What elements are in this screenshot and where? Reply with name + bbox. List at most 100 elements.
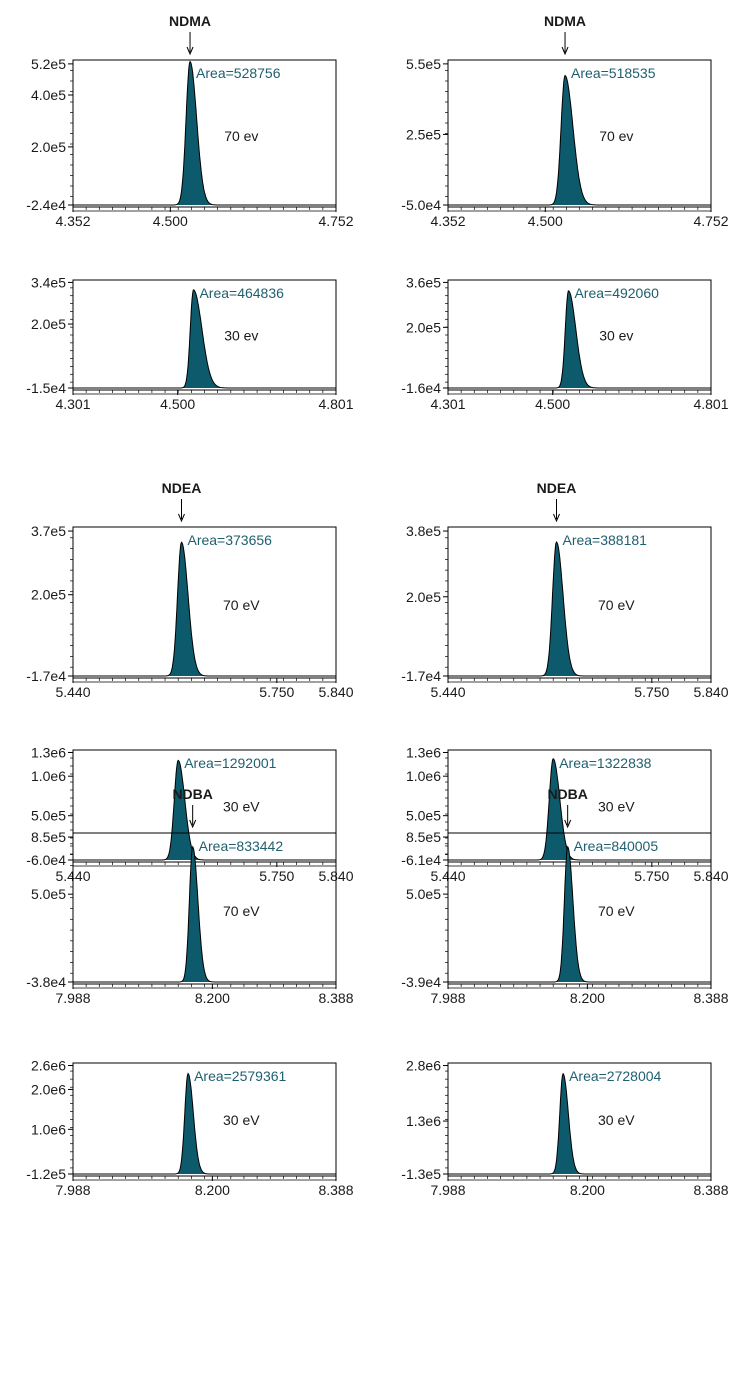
- peak-arrow-head: [561, 46, 569, 56]
- x-tick-label: 4.752: [693, 213, 728, 229]
- x-tick-label: 8.388: [318, 990, 353, 1006]
- y-tick-label: 5.2e5: [31, 56, 66, 72]
- energy-label: 70 ev: [224, 128, 258, 144]
- x-tick-label: 4.801: [693, 396, 728, 412]
- plot-frame: [447, 526, 712, 679]
- y-tick-label: 1.0e6: [31, 768, 66, 784]
- peak-arrow-head: [189, 819, 197, 829]
- chromatogram-trace: [73, 60, 336, 206]
- x-tick-label: 7.988: [430, 1182, 465, 1198]
- peak-area: [546, 1073, 590, 1174]
- x-tick-label: 4.301: [430, 396, 465, 412]
- x-tick-label: 5.840: [693, 684, 728, 700]
- y-tick-label: -1.7e4: [401, 668, 441, 684]
- chromatogram-trace: [73, 289, 336, 389]
- x-tick-label: 4.352: [430, 213, 465, 229]
- chromatogram-panel: NDEA Area=388181 70 eV 5.440 5.750 5.840 3.8e5…: [401, 480, 728, 700]
- chromatogram-panel: NDEA Area=373656 70 eV 5.440 5.750 5.840 3.7e5…: [26, 480, 353, 700]
- area-label: Area=1292001: [184, 755, 276, 771]
- x-tick-label: 4.752: [318, 213, 353, 229]
- y-tick-label: -5.0e4: [401, 197, 441, 213]
- chromatogram-panel: Area=492060 30 ev 4.301 4.500 4.801 3.6e5 2.0e…: [401, 274, 728, 412]
- y-tick-label: -6.1e4: [401, 852, 441, 868]
- chromatogram-trace: [73, 541, 336, 677]
- energy-label: 70 eV: [598, 597, 635, 613]
- y-tick-label: 3.7e5: [31, 523, 66, 539]
- x-tick-label: 5.750: [634, 684, 669, 700]
- x-tick-label: 8.388: [693, 990, 728, 1006]
- chromatogram-panel: NDBA Area=833442 70 eV 7.988 8.200 8.388 8.5e5…: [26, 786, 353, 1006]
- area-label: Area=528756: [196, 65, 281, 81]
- y-tick-label: -1.5e4: [26, 380, 66, 396]
- chromatogram-trace: [448, 758, 711, 861]
- chromatogram-trace: [448, 290, 711, 389]
- chromatogram-panel: Area=2728004 30 eV 7.988 8.200 8.388 2.8e6 1.3…: [401, 1058, 728, 1198]
- y-tick-label: 5.0e5: [31, 808, 66, 824]
- chromatogram-trace: [448, 74, 711, 206]
- y-tick-label: 8.5e5: [406, 829, 441, 845]
- peak-area: [161, 542, 215, 676]
- energy-label: 30 eV: [223, 1112, 260, 1128]
- y-tick-label: 1.3e6: [406, 744, 441, 760]
- energy-label: 30 eV: [223, 799, 260, 815]
- peak-area: [552, 290, 606, 388]
- x-tick-label: 7.988: [430, 990, 465, 1006]
- y-tick-label: 1.0e6: [406, 768, 441, 784]
- x-tick-label: 4.500: [535, 396, 570, 412]
- y-tick-label: -1.2e5: [26, 1166, 66, 1182]
- plot-frame: [72, 832, 337, 985]
- x-tick-label: 5.750: [634, 868, 669, 884]
- chromatogram-panel: Area=464836 30 ev 4.301 4.500 4.801 3.4e5 2.0e…: [26, 274, 353, 412]
- chromatogram-trace: [448, 845, 711, 983]
- x-tick-label: 4.301: [55, 396, 90, 412]
- compound-title: NDMA: [169, 13, 211, 29]
- plot-frame: [72, 526, 337, 679]
- chromatogram-trace: [448, 541, 711, 677]
- y-tick-label: -2.4e4: [26, 197, 66, 213]
- y-tick-label: 3.6e5: [406, 274, 441, 290]
- x-tick-label: 7.988: [55, 1182, 90, 1198]
- energy-label: 30 eV: [598, 799, 635, 815]
- y-tick-label: 5.5e5: [406, 56, 441, 72]
- compound-title: NDBA: [172, 786, 212, 802]
- x-tick-label: 4.500: [160, 396, 195, 412]
- area-label: Area=373656: [187, 532, 272, 548]
- chromatogram-panel: NDBA Area=840005 70 eV 7.988 8.200 8.388 8.5e5…: [401, 786, 728, 1006]
- peak-arrow-head: [553, 513, 560, 523]
- area-label: Area=1322838: [559, 755, 651, 771]
- x-tick-label: 4.500: [528, 213, 563, 229]
- x-tick-label: 4.801: [318, 396, 353, 412]
- peak-arrow-head: [564, 819, 572, 829]
- energy-label: 70 eV: [223, 903, 260, 919]
- y-tick-label: 2.8e6: [406, 1058, 441, 1074]
- y-tick-label: 2.0e5: [406, 319, 441, 335]
- peak-arrow-head: [178, 513, 185, 523]
- x-tick-label: 8.200: [195, 990, 230, 1006]
- y-tick-label: -6.0e4: [26, 852, 66, 868]
- y-tick-label: 5.0e5: [406, 886, 441, 902]
- y-tick-label: -1.7e4: [26, 668, 66, 684]
- y-tick-label: 1.3e6: [31, 744, 66, 760]
- chromatogram-trace: [73, 759, 336, 861]
- area-label: Area=2728004: [569, 1068, 661, 1084]
- y-tick-label: 2.0e5: [406, 589, 441, 605]
- x-tick-label: 4.352: [55, 213, 90, 229]
- chromatogram-panel: NDMA Area=528756 70 ev 4.352 4.500 4.752 5.2e5…: [26, 13, 353, 229]
- y-tick-label: 2.5e5: [406, 126, 441, 142]
- x-tick-label: 5.840: [318, 684, 353, 700]
- energy-label: 30 ev: [599, 328, 633, 344]
- peak-area: [177, 289, 236, 388]
- peak-area: [545, 75, 605, 205]
- y-tick-label: -3.9e4: [401, 974, 441, 990]
- compound-title: NDMA: [544, 13, 586, 29]
- y-tick-label: 5.0e5: [406, 808, 441, 824]
- area-label: Area=388181: [562, 532, 647, 548]
- y-tick-label: -3.8e4: [26, 974, 66, 990]
- energy-label: 70 ev: [599, 128, 633, 144]
- area-label: Area=840005: [574, 838, 659, 854]
- y-tick-label: 2.0e5: [31, 587, 66, 603]
- y-tick-label: 4.0e5: [31, 87, 66, 103]
- x-tick-label: 8.200: [195, 1182, 230, 1198]
